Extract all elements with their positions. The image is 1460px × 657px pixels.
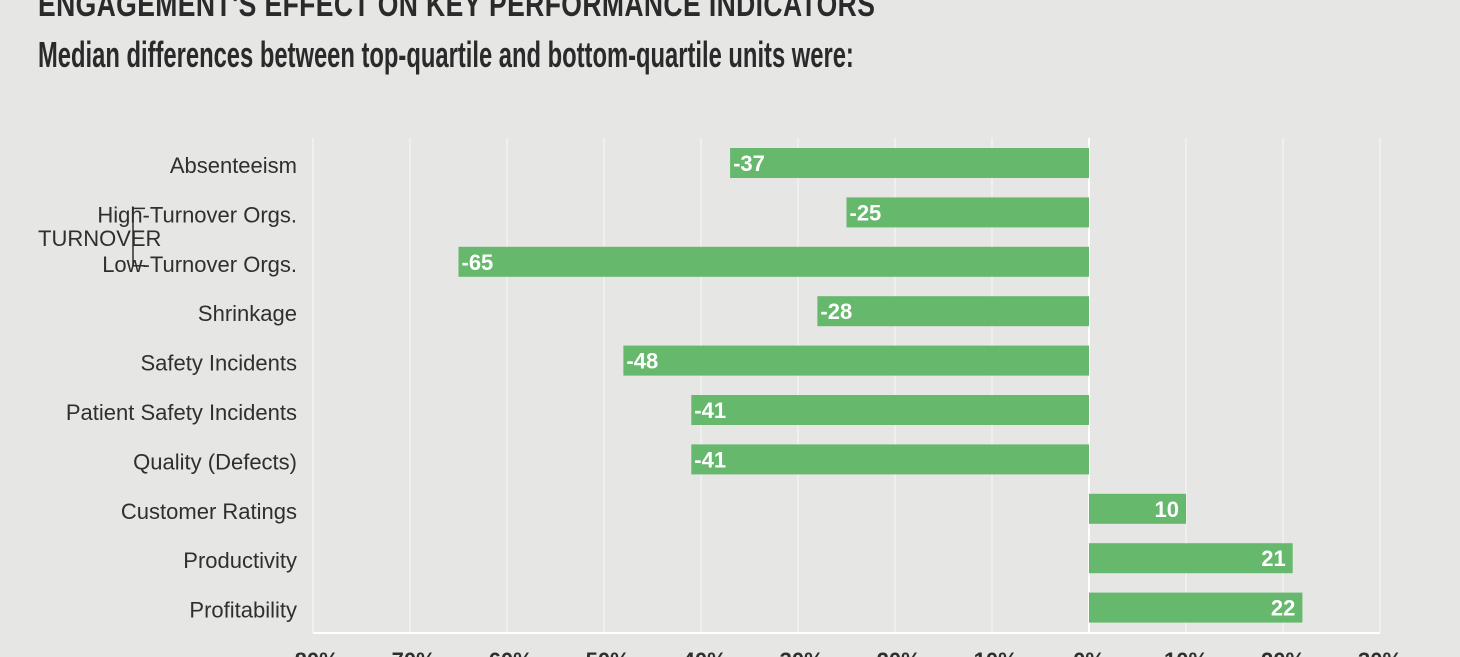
chart-title: ENGAGEMENT'S EFFECT ON KEY PERFORMANCE I… <box>38 0 876 24</box>
x-tick-label: 10% <box>1164 648 1208 657</box>
value-label: -28 <box>820 299 852 324</box>
value-label: 22 <box>1271 596 1295 621</box>
x-tick-label: -70% <box>384 648 435 657</box>
x-tick-labels: -80% -70% -60% -50% -40% -30% -20% -10% 0% 10% 20%… <box>287 648 1402 657</box>
value-label: -25 <box>850 200 882 225</box>
value-label: -48 <box>626 349 658 374</box>
x-tick-label: -80% <box>287 648 338 657</box>
bar-absenteeism <box>730 148 1089 178</box>
value-label: -41 <box>694 447 726 472</box>
turnover-group: TURNOVER <box>38 207 161 267</box>
category-label: Shrinkage <box>198 301 297 326</box>
group-bracket <box>132 207 145 267</box>
bar-customer-ratings <box>1089 493 1186 524</box>
value-label: 10 <box>1155 497 1179 522</box>
x-tick-label: -10% <box>966 648 1017 657</box>
bar-profitability <box>1089 592 1303 623</box>
x-tick-label: -50% <box>578 648 629 657</box>
category-label: High-Turnover Orgs. <box>97 202 297 227</box>
value-label: -41 <box>694 398 726 423</box>
value-label: 21 <box>1261 546 1285 571</box>
category-label: Quality (Defects) <box>133 449 297 474</box>
value-label: -65 <box>462 250 494 275</box>
category-label: Absenteeism <box>170 153 297 178</box>
bars: -37 -25 -65 -28 -48 -41 -41 10 21 22 <box>458 148 1303 623</box>
bar-quality-defects <box>691 444 1089 475</box>
gridlines <box>312 138 1381 634</box>
x-tick-label: -60% <box>481 648 532 657</box>
x-tick-label: -40% <box>675 648 726 657</box>
bar-shrinkage <box>817 296 1089 327</box>
x-tick-label: 20% <box>1261 648 1305 657</box>
category-label: Customer Ratings <box>121 499 297 524</box>
category-label: Profitability <box>189 598 297 623</box>
x-tick-label: 30% <box>1358 648 1402 657</box>
category-label: Low-Turnover Orgs. <box>102 252 297 277</box>
x-tick-label: -30% <box>772 648 823 657</box>
category-label: Productivity <box>183 548 297 573</box>
bar-low-turnover-orgs <box>458 246 1089 277</box>
chart-subtitle: Median differences between top-quartile … <box>38 34 854 75</box>
bar-productivity <box>1089 543 1293 574</box>
bar-safety-incidents <box>623 345 1089 376</box>
bar-patient-safety-incidents <box>691 395 1089 425</box>
category-labels: Absenteeism High-Turnover Orgs. Low-Turnov… <box>66 153 297 623</box>
group-label: TURNOVER <box>38 226 161 251</box>
x-tick-label: 0% <box>1073 648 1105 657</box>
x-tick-label: -20% <box>869 648 920 657</box>
category-label: Safety Incidents <box>140 351 297 376</box>
category-label: Patient Safety Incidents <box>66 400 297 425</box>
value-label: -37 <box>733 151 765 176</box>
bar-high-turnover-orgs <box>846 197 1089 228</box>
